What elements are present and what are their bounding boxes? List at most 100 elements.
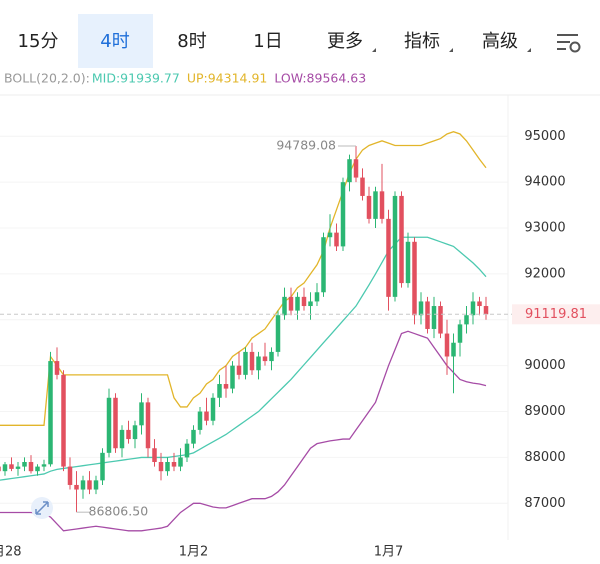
candle-body [145,402,151,449]
settings-icon[interactable] [557,34,581,53]
tab[interactable]: 指标 [404,31,440,52]
candle-body [80,480,86,490]
indicator-label: BOLL(20,2.0): [4,71,90,86]
last-price-box [512,304,600,325]
candle-body [457,324,463,343]
candle-body [288,296,294,311]
candle-body [275,315,281,352]
candle-body [366,195,372,219]
candle-body [360,177,365,196]
candle-body [41,464,47,467]
expand-icon[interactable] [31,497,53,519]
candle-body [87,480,92,490]
candle-body [483,306,489,315]
candle-body [217,384,222,398]
candle-body [113,397,118,449]
candle-body [2,464,8,472]
active-tab-bg [78,14,153,68]
tab[interactable]: 1日 [253,31,282,52]
legend-entry: MID:91939.77 [92,71,180,86]
band-line [0,236,487,481]
candle-body [197,411,203,430]
candle-body [165,462,170,472]
y-tick-label: 87000 [524,496,565,511]
candle-body [282,296,287,316]
candle-body [48,361,53,465]
tab-bar: 15分 4时 8时 1日 更多 指标 高级 [18,14,531,68]
candle-body [314,292,320,302]
candle-body [425,301,430,329]
candle-body [119,429,125,449]
candle-body [438,306,443,334]
candle-body [61,374,66,467]
candle-body [152,448,157,463]
candle-body [249,351,255,371]
candle-body [35,466,40,472]
candles [0,145,489,513]
candle-body [412,241,417,316]
last-price-label: 91119.81 [525,307,587,322]
candle-body [139,402,144,426]
y-tick-label: 90000 [524,358,565,373]
candle-body [392,195,398,297]
candle-body [132,425,138,440]
y-tick-label: 89000 [524,404,565,419]
tab[interactable]: 更多 [327,31,363,52]
candle-body [399,195,404,284]
candle-body [379,191,385,219]
candle-body [269,351,274,362]
candle-body [9,464,14,469]
band-line [0,330,487,532]
y-tick-label: 92000 [524,266,565,281]
dropdown-caret [527,48,531,52]
candle-body [353,159,359,178]
candle-body [340,182,346,247]
candle-body [54,361,60,375]
candle-body [204,411,209,421]
candle-body [464,315,469,325]
tab[interactable]: 8时 [177,31,206,52]
dropdown-caret [372,48,376,52]
overlays: 94789.08 86806.50 91119.81 [0,137,600,519]
candle-body [405,241,411,284]
low-label: 86806.50 [89,504,149,519]
candle-body [230,365,235,389]
candle-body [373,191,378,219]
candle-body [74,484,79,490]
candle-body [295,296,300,311]
candle-body [347,159,352,183]
candle-body [184,443,190,458]
candle-body [93,480,99,490]
indicator-legend: BOLL(20,2.0): MID:91939.77 UP:94314.91 LOW:… [4,71,366,86]
candle-body [106,397,112,453]
y-tick-label: 93000 [524,221,565,236]
candle-body [28,462,34,472]
candle-body [301,296,307,307]
legend-entry: UP:94314.91 [187,71,268,86]
y-tick-label: 88000 [524,450,565,465]
tab[interactable]: 高级 [482,31,518,52]
candle-body [334,232,339,247]
candle-body [236,365,242,375]
x-tick-label: 1月2 [179,545,209,560]
candle-body [15,466,21,469]
candle-body [327,232,333,238]
candle-body [386,218,391,297]
candle-body [262,356,268,362]
y-tick-label: 94000 [524,175,565,190]
candle-body [477,301,482,307]
tab[interactable]: 4时 [100,31,129,52]
tab[interactable]: 15分 [18,31,59,52]
candle-body [451,342,456,357]
candle-body [223,384,229,389]
bollinger-bands [0,131,487,532]
dropdown-caret [449,48,453,52]
candle-body [67,466,73,485]
candle-body [321,237,326,293]
candle-body [100,452,105,481]
candle-body [308,301,313,307]
candle-body [178,457,183,467]
high-label: 94789.08 [276,137,336,152]
candle-body [431,306,437,329]
